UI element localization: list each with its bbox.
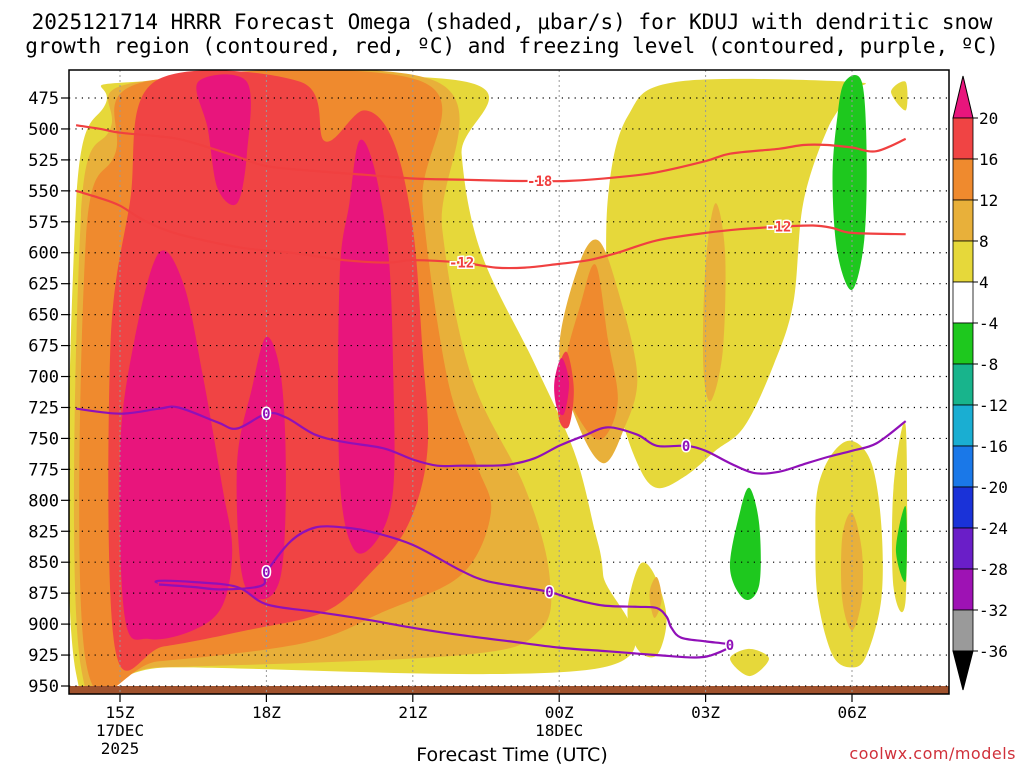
colorbar-tick-label-5: -4 <box>979 314 998 333</box>
omega-region-4-5 <box>730 648 769 677</box>
y-tick-label-650: 650 <box>28 306 59 326</box>
y-tick-label-625: 625 <box>28 275 59 295</box>
contour-lines: -18 -12 -12 0 0 0 0 0 <box>75 124 907 659</box>
colorbar-box-1 <box>952 158 974 201</box>
x-tick-label-15-0: 15Z <box>106 703 135 722</box>
colorbar-box-12 <box>952 609 974 652</box>
colorbar-box-9 <box>952 486 974 529</box>
colorbar-box-10 <box>952 527 974 570</box>
omega-region--4-24 <box>895 505 907 583</box>
colorbar-box-6 <box>952 363 974 406</box>
y-tick-label-875: 875 <box>28 584 59 604</box>
omega-region-4-6 <box>891 81 908 111</box>
colorbar-tick-label-4: 4 <box>979 273 989 292</box>
colorbar-tick-label-11: -28 <box>979 560 1008 579</box>
pressure-axis: 475 500 525 550 575 600 625 650 675 700 725 750 775 8… <box>28 89 69 697</box>
x-tick-label-15-1: 17DEC <box>96 721 144 740</box>
omega-region--4-22 <box>832 75 867 291</box>
chart-title-line-2: growth region (contoured, red, ºC) and f… <box>25 34 999 58</box>
omega-region-20-19 <box>236 336 286 600</box>
colorbar-box-4 <box>952 281 974 324</box>
x-tick-label-30-0: 06Z <box>838 703 867 722</box>
colorbar-tick-label-8: -16 <box>979 437 1008 456</box>
y-tick-label-950: 950 <box>28 677 59 697</box>
y-tick-label-800: 800 <box>28 491 59 511</box>
colorbar-box-3 <box>952 240 974 283</box>
omega-region-8-10 <box>702 203 726 402</box>
y-tick-label-775: 775 <box>28 460 59 480</box>
y-tick-label-550: 550 <box>28 182 59 202</box>
y-tick-label-525: 525 <box>28 151 59 171</box>
omega-region-20-21 <box>554 358 570 416</box>
freezing-contour-0 <box>75 405 907 475</box>
y-tick-label-700: 700 <box>28 368 59 388</box>
freezing-contour-1-label-2: 0 <box>726 638 734 654</box>
colorbar-tick-label-1: 16 <box>979 150 998 169</box>
colorbar-tick-label-2: 12 <box>979 191 998 210</box>
terrain-ground-strip <box>69 686 949 694</box>
colorbar-tick-label-13: -36 <box>979 642 1008 661</box>
dgz-contour-1 <box>75 189 906 270</box>
colorbar-box-11 <box>952 568 974 611</box>
dgz-contour-0-label-0: -18 <box>527 174 552 190</box>
omega-region-12-14 <box>564 264 618 440</box>
x-tick-label-27-0: 03Z <box>691 703 720 722</box>
colorbar-box-7 <box>952 404 974 447</box>
x-tick-label-21-0: 21Z <box>398 703 427 722</box>
colorbar-tick-label-0: 20 <box>979 109 998 128</box>
freezing-contour-1 <box>154 525 732 659</box>
omega-region--4-23 <box>729 487 761 601</box>
freezing-contour-1-label-0: 0 <box>262 565 270 581</box>
plot-frame <box>68 69 950 695</box>
colorbar-tick-label-12: -32 <box>979 601 1008 620</box>
freezing-contour-0-label-0: 0 <box>262 407 270 423</box>
x-tick-label-18-0: 18Z <box>252 703 281 722</box>
y-tick-label-575: 575 <box>28 213 59 233</box>
dgz-contour-1-label-1: -12 <box>766 220 791 236</box>
omega-region-20-18 <box>196 74 251 206</box>
colorbar-box-8 <box>952 445 974 488</box>
colorbar-box-5 <box>952 322 974 365</box>
y-tick-label-675: 675 <box>28 337 59 357</box>
y-tick-label-750: 750 <box>28 429 59 449</box>
colorbar-bottom-arrow <box>952 650 974 691</box>
omega-region-20-20 <box>338 139 395 554</box>
y-tick-label-500: 500 <box>28 120 59 140</box>
colorbar-box-2 <box>952 199 974 242</box>
colorbar-top-arrow <box>952 75 974 119</box>
y-tick-label-850: 850 <box>28 553 59 573</box>
colorbar-tick-label-3: 8 <box>979 232 989 251</box>
colorbar-tick-label-7: -12 <box>979 396 1008 415</box>
x-tick-label-15-2: 2025 <box>101 739 140 758</box>
y-tick-label-725: 725 <box>28 398 59 418</box>
omega-region-20-17 <box>119 250 233 640</box>
x-axis-label: Forecast Time (UTC) <box>416 744 608 766</box>
colorbar-tick-label-9: -20 <box>979 478 1008 497</box>
dgz-contour-1-label-0: -12 <box>449 256 474 272</box>
omega-colorbar: 20 16 12 8 4 -4 -8 -12 -16 -20 -24 -28 -32 -36 <box>952 75 1008 691</box>
y-tick-label-600: 600 <box>28 244 59 264</box>
y-tick-label-475: 475 <box>28 89 59 109</box>
y-tick-label-925: 925 <box>28 646 59 666</box>
plot-grid <box>69 70 949 694</box>
freezing-contour-1-label-1: 0 <box>545 585 553 601</box>
y-tick-label-825: 825 <box>28 522 59 542</box>
x-tick-label-24-0: 00Z <box>545 703 574 722</box>
colorbar-tick-label-6: -8 <box>979 355 998 374</box>
omega-shading <box>69 70 908 694</box>
chart-title-line-1: 2025121714 HRRR Forecast Omega (shaded, … <box>31 10 993 34</box>
colorbar-box-0 <box>952 117 974 160</box>
y-tick-label-900: 900 <box>28 615 59 635</box>
freezing-contour-0-label-1: 0 <box>682 439 690 455</box>
x-tick-label-24-1: 18DEC <box>535 721 583 740</box>
dgz-contour-0 <box>75 124 907 183</box>
source-credit: coolwx.com/models <box>849 744 1016 763</box>
colorbar-tick-label-10: -24 <box>979 519 1008 538</box>
